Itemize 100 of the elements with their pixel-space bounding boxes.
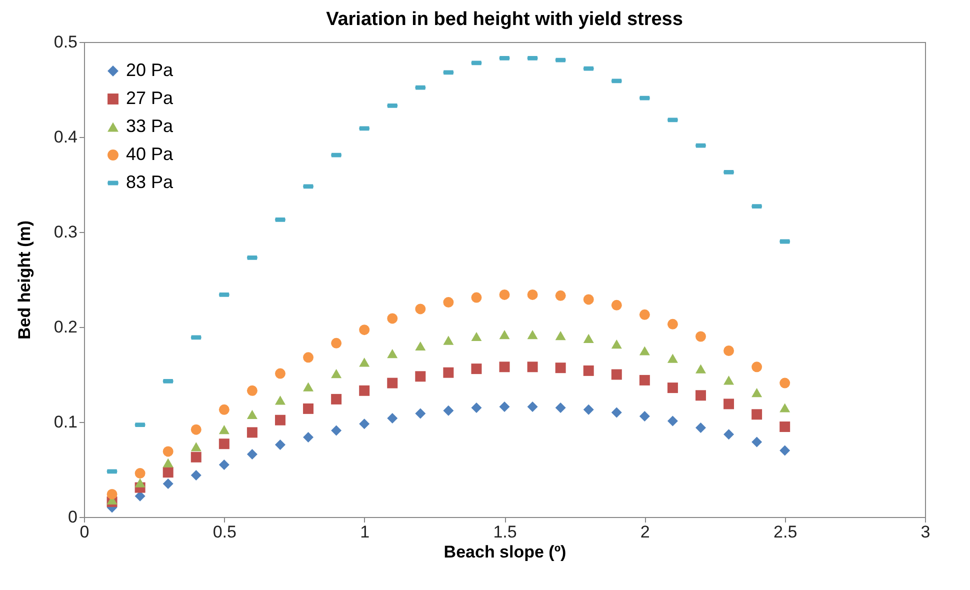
x-tick-label: 2.5 xyxy=(774,522,798,542)
y-axis-title: Bed height (m) xyxy=(14,220,34,340)
point xyxy=(695,422,706,433)
point xyxy=(415,341,426,351)
point xyxy=(134,468,146,479)
point xyxy=(218,404,230,415)
y-tick-label: 0.5 xyxy=(54,32,78,52)
point xyxy=(724,429,734,440)
point xyxy=(303,352,314,363)
point xyxy=(387,378,398,388)
y-tick-label: 0 xyxy=(68,508,78,526)
x-axis-title: Beach slope (º) xyxy=(444,542,566,562)
point xyxy=(583,294,594,305)
point xyxy=(274,440,286,450)
point xyxy=(106,488,118,500)
point xyxy=(527,330,538,340)
x-tick-label: 0 xyxy=(80,522,90,542)
legend-label: 83 Pa xyxy=(126,172,174,192)
point xyxy=(471,292,482,303)
point xyxy=(218,438,230,450)
point xyxy=(303,382,314,392)
point xyxy=(611,369,622,380)
point xyxy=(162,478,174,489)
point xyxy=(218,425,230,434)
x-tick-label: 1.5 xyxy=(493,522,517,542)
point xyxy=(695,364,706,374)
point xyxy=(611,340,622,349)
point xyxy=(499,289,510,300)
point xyxy=(752,436,762,448)
point xyxy=(555,331,566,340)
point xyxy=(162,458,174,468)
point xyxy=(780,378,790,388)
point xyxy=(471,364,482,374)
point xyxy=(359,385,370,396)
point xyxy=(527,402,538,412)
point xyxy=(527,362,538,372)
y-tick-label: 0.2 xyxy=(54,318,78,336)
point xyxy=(359,324,370,336)
x-tick-label: 3 xyxy=(920,522,930,542)
point xyxy=(639,309,650,320)
point xyxy=(359,358,370,367)
point xyxy=(471,332,482,342)
point xyxy=(387,349,398,358)
point xyxy=(639,411,650,422)
point xyxy=(274,396,286,405)
legend-label: 27 Pa xyxy=(126,88,174,108)
point xyxy=(583,404,594,415)
point xyxy=(190,424,202,435)
point xyxy=(443,336,454,345)
point xyxy=(499,362,510,372)
point xyxy=(274,368,286,379)
point xyxy=(499,330,510,340)
point xyxy=(724,346,734,356)
point xyxy=(752,409,762,420)
point xyxy=(499,402,510,412)
y-tick-label: 0.1 xyxy=(54,412,78,432)
x-tick-label: 0.5 xyxy=(212,522,236,542)
x-tick-label: 2 xyxy=(640,522,650,542)
point xyxy=(190,442,202,452)
point xyxy=(752,388,762,398)
point xyxy=(443,367,454,378)
point xyxy=(190,470,202,480)
point xyxy=(387,313,398,324)
point xyxy=(780,403,790,412)
point xyxy=(246,427,258,438)
x-tick-label: 1 xyxy=(360,522,370,542)
point xyxy=(274,414,286,426)
point xyxy=(303,432,314,442)
point xyxy=(331,425,342,436)
y-tick-label: 0.4 xyxy=(54,128,78,146)
point xyxy=(667,416,678,426)
point xyxy=(246,385,258,396)
point xyxy=(667,354,678,363)
legend-label: 40 Pa xyxy=(126,144,174,164)
y-tick-label: 0.3 xyxy=(54,222,78,242)
point xyxy=(246,449,258,460)
point xyxy=(695,390,706,401)
point xyxy=(162,467,174,478)
point xyxy=(134,478,146,488)
point xyxy=(695,331,706,342)
legend-label: 20 Pa xyxy=(126,60,174,80)
point xyxy=(303,403,314,414)
point xyxy=(162,446,174,457)
point xyxy=(331,369,342,378)
point xyxy=(639,374,650,386)
point xyxy=(443,405,454,416)
point xyxy=(667,318,678,330)
point xyxy=(583,365,594,376)
point xyxy=(387,412,398,424)
chart-title: Variation in bed height with yield stress xyxy=(326,9,683,30)
point xyxy=(724,398,734,410)
point xyxy=(331,394,342,404)
point xyxy=(218,460,230,470)
point xyxy=(667,382,678,394)
point xyxy=(555,290,566,301)
point xyxy=(611,300,622,310)
legend-label: 33 Pa xyxy=(126,116,174,136)
point xyxy=(639,346,650,356)
point xyxy=(359,418,370,430)
point xyxy=(246,410,258,419)
